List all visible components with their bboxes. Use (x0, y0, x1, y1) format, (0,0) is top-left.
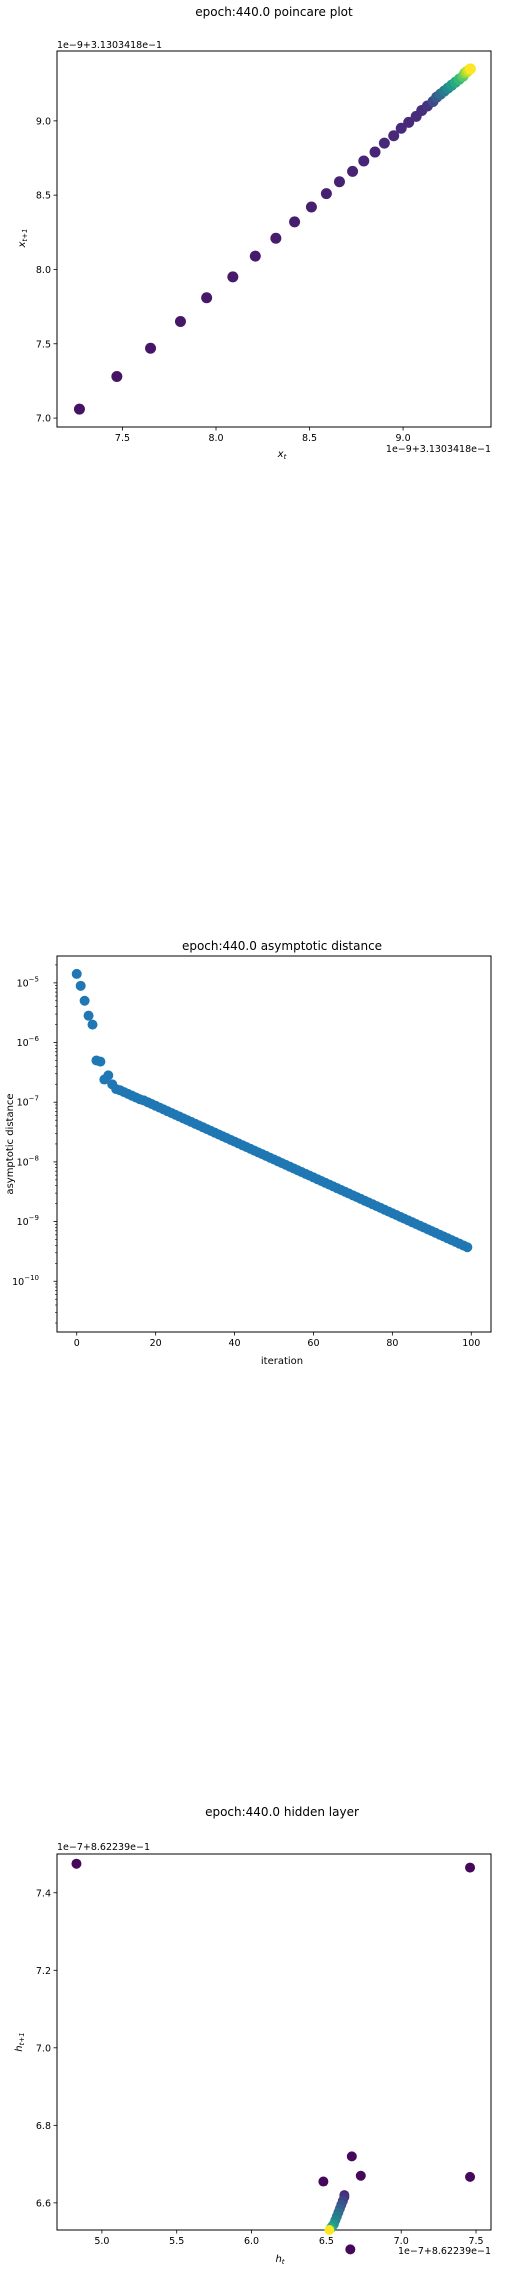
hidden-layer-points (71, 1858, 476, 2255)
poincare-point (249, 250, 261, 262)
hidden-layer-title: epoch:440.0 hidden layer (205, 1805, 359, 1819)
asymptotic-y-tick-label: 10−10 (12, 1274, 39, 1288)
asymptotic-y-tick-exponent: −9 (29, 1214, 39, 1222)
hidden-layer-y-axis-label: ht+1 (14, 2032, 26, 2051)
poincare-point (369, 146, 381, 158)
asymptotic-chart: epoch:440.0 asymptotic distance 0 20 40 60 8… (5, 939, 492, 1367)
asymptotic-point (87, 1019, 98, 1030)
asymptotic-x-tick-label: 20 (150, 1338, 162, 1349)
asymptotic-y-tick-label: 10−5 (17, 975, 39, 989)
poincare-point (358, 155, 370, 167)
hidden-layer-point (345, 2244, 356, 2255)
poincare-title: epoch:440.0 poincare plot (195, 5, 353, 19)
poincare-x-axis-label: xt (277, 449, 287, 461)
asymptotic-x-tick-label: 60 (307, 1338, 319, 1349)
hidden-layer-y-tick-label: 7.0 (36, 2043, 51, 2054)
hidden-layer-axes-frame (56, 1853, 492, 2231)
hidden-layer-x-tick-label: 6.0 (244, 2236, 259, 2247)
poincare-x-offset-label: 1e−9+3.1303418e−1 (386, 444, 491, 455)
poincare-x-tick-label: 8.5 (302, 433, 317, 444)
poincare-point (464, 63, 476, 75)
asymptotic-title: epoch:440.0 asymptotic distance (182, 939, 382, 953)
hidden-layer-chart: epoch:440.0 hidden layer 1e−7+8.62239e−1… (14, 1805, 492, 2266)
asymptotic-y-axis-label: asymptotic distance (5, 1093, 16, 1194)
poincare-point (270, 232, 282, 244)
poincare-point (320, 188, 332, 200)
hidden-layer-x-tick-label: 5.0 (94, 2236, 109, 2247)
poincare-point (333, 176, 345, 188)
poincare-ticks: 7.5 8.0 8.5 9.0 7.0 7.5 8.0 8.5 9.0 (36, 116, 411, 444)
poincare-x-tick-label: 9.0 (396, 433, 411, 444)
asymptotic-x-axis-label: iteration (261, 1356, 303, 1367)
hidden-layer-y-tick-label: 7.2 (36, 1966, 51, 1977)
poincare-point (305, 201, 317, 213)
asymptotic-y-tick-exponent: −5 (29, 975, 39, 983)
hidden-layer-y-offset-label: 1e−7+8.62239e−1 (57, 1842, 150, 1853)
poincare-point (378, 137, 390, 149)
poincare-y-tick-label: 7.0 (36, 414, 51, 425)
hidden-layer-point (71, 1858, 82, 1869)
asymptotic-point (95, 1056, 106, 1067)
asymptotic-point (75, 980, 86, 991)
poincare-point (111, 370, 123, 382)
poincare-point (145, 342, 157, 354)
hidden-layer-point (324, 2225, 335, 2235)
hidden-layer-point (346, 2151, 357, 2162)
poincare-y-offset-label: 1e−9+3.1303418e−1 (57, 40, 162, 51)
hidden-layer-x-axis-label: ht (275, 2254, 284, 2266)
poincare-points (73, 63, 476, 415)
hidden-layer-x-tick-label: 6.5 (319, 2236, 334, 2247)
hidden-layer-point (318, 2176, 329, 2187)
asymptotic-point (71, 968, 82, 979)
asymptotic-y-tick-label: 10−8 (17, 1154, 39, 1168)
poincare-point (174, 315, 186, 327)
poincare-point (73, 403, 85, 415)
asymptotic-y-tick-label: 10−6 (17, 1035, 40, 1049)
asymptotic-y-tick-exponent: −7 (29, 1095, 39, 1103)
hidden-layer-x-offset-label: 1e−7+8.62239e−1 (398, 2246, 491, 2257)
hidden-layer-x-tick-label: 7.5 (468, 2236, 483, 2247)
asymptotic-y-tick-label: 10−7 (17, 1095, 39, 1109)
poincare-point (388, 130, 400, 142)
hidden-layer-point (465, 2171, 476, 2182)
poincare-y-tick-label: 7.5 (36, 339, 51, 350)
hidden-layer-y-tick-label: 6.6 (36, 2198, 51, 2209)
hidden-layer-point (465, 1862, 476, 1873)
poincare-point (347, 165, 359, 177)
hidden-layer-ticks: 5.0 5.5 6.0 6.5 7.0 7.5 6.6 6.8 7.0 7.2 7.4 (36, 1888, 484, 2247)
hidden-layer-x-tick-label: 7.0 (394, 2236, 409, 2247)
hidden-layer-point (355, 2170, 366, 2181)
poincare-y-tick-label: 8.5 (36, 191, 51, 202)
poincare-chart: epoch:440.0 poincare plot 1e−9+3.1303418… (17, 5, 492, 461)
poincare-point (227, 271, 239, 283)
asymptotic-y-tick-exponent: −6 (29, 1035, 40, 1043)
asymptotic-points (71, 968, 473, 1253)
poincare-y-axis-label: xt+1 (17, 229, 29, 249)
poincare-point (403, 116, 415, 128)
asymptotic-y-tick-exponent: −10 (24, 1274, 39, 1282)
poincare-y-tick-label: 8.0 (36, 265, 51, 276)
hidden-layer-y-tick-label: 7.4 (36, 1888, 51, 1899)
poincare-point (201, 292, 213, 304)
asymptotic-x-tick-label: 80 (386, 1338, 398, 1349)
asymptotic-point (462, 1242, 473, 1253)
asymptotic-point (103, 1070, 114, 1081)
asymptotic-x-tick-label: 100 (462, 1338, 480, 1349)
asymptotic-ticks: 0 20 40 60 80 100 10−10 10−9 10−8 10−7 10−6 10−5 (12, 964, 480, 1349)
poincare-y-tick-label: 9.0 (36, 116, 51, 127)
poincare-x-tick-label: 7.5 (115, 433, 130, 444)
asymptotic-y-tick-label: 10−9 (17, 1214, 39, 1228)
asymptotic-point (79, 995, 90, 1006)
hidden-layer-x-tick-label: 5.5 (169, 2236, 184, 2247)
poincare-point (395, 122, 407, 134)
asymptotic-y-tick-exponent: −8 (29, 1154, 39, 1162)
asymptotic-axes-frame (56, 955, 492, 1333)
asymptotic-x-tick-label: 40 (228, 1338, 240, 1349)
asymptotic-point (83, 1010, 94, 1021)
hidden-layer-y-tick-label: 6.8 (36, 2121, 51, 2132)
poincare-point (289, 216, 301, 228)
poincare-x-tick-label: 8.0 (208, 433, 223, 444)
asymptotic-x-tick-label: 0 (74, 1338, 80, 1349)
